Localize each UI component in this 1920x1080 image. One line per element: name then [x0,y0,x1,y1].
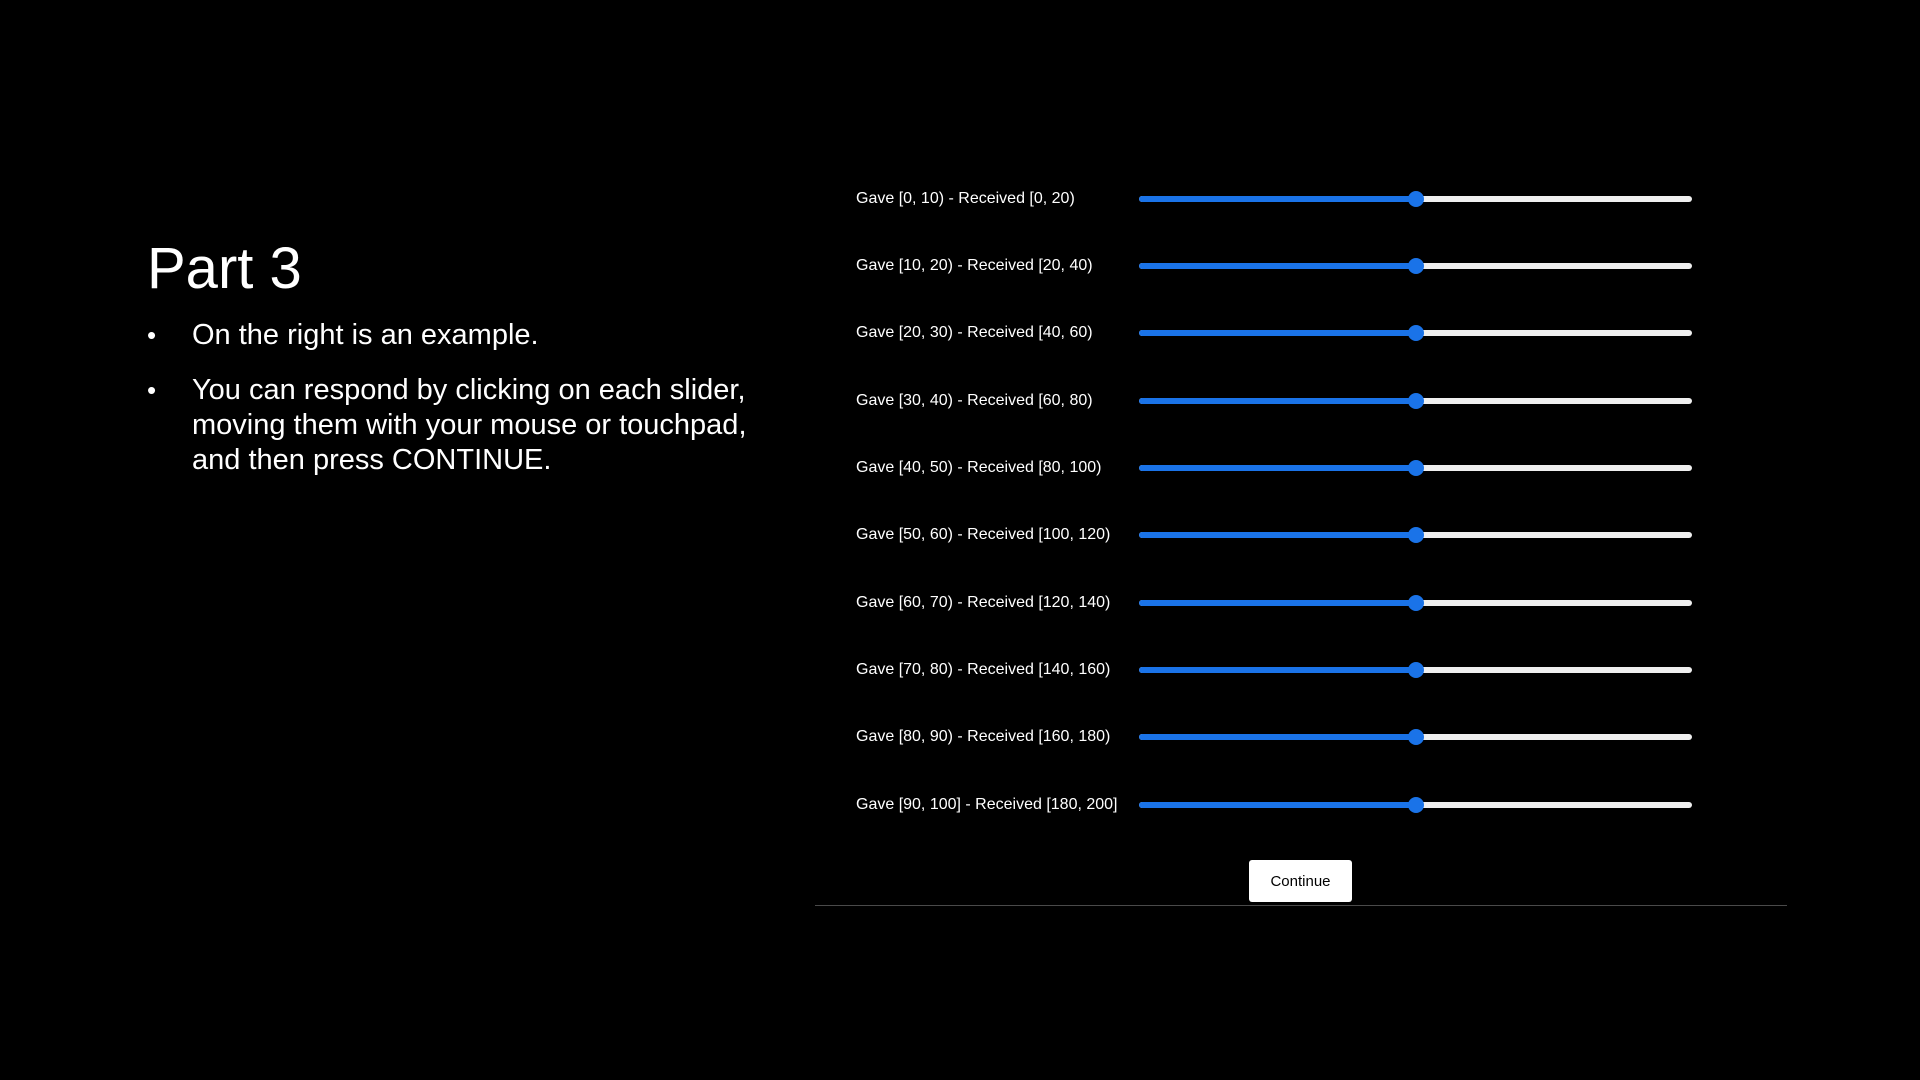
slider-thumb[interactable] [1407,258,1424,274]
slider-row: Gave [10, 20) - Received [20, 40) [856,251,1716,281]
slider-label: Gave [50, 60) - Received [100, 120) [856,526,1111,543]
slider-thumb[interactable] [1407,325,1424,341]
slider-fill [1139,398,1416,404]
slide-title: Part 3 [147,236,302,301]
slider-fill [1139,600,1416,606]
slider-track[interactable] [1139,460,1692,476]
instruction-bullet: • You can respond by clicking on each sl… [147,373,747,478]
slider-thumb[interactable] [1407,460,1424,476]
slider-label: Gave [20, 30) - Received [40, 60) [856,324,1093,341]
slider-track[interactable] [1139,191,1692,207]
slider-row: Gave [30, 40) - Received [60, 80) [856,386,1716,416]
slider-label: Gave [40, 50) - Received [80, 100) [856,459,1102,476]
slider-row: Gave [40, 50) - Received [80, 100) [856,453,1716,483]
slider-row: Gave [70, 80) - Received [140, 160) [856,655,1716,685]
slider-label: Gave [70, 80) - Received [140, 160) [856,661,1111,678]
slider-row: Gave [80, 90) - Received [160, 180) [856,722,1716,752]
slider-row: Gave [90, 100] - Received [180, 200] [856,790,1716,820]
divider [815,905,1787,906]
slider-form: Gave [0, 10) - Received [0, 20) Gave [10… [815,170,1787,906]
slider-row: Gave [0, 10) - Received [0, 20) [856,184,1716,214]
slider-thumb[interactable] [1407,191,1424,207]
instruction-bullet: • On the right is an example. [147,318,747,353]
slider-label: Gave [0, 10) - Received [0, 20) [856,190,1075,207]
slider-track[interactable] [1139,662,1692,678]
slider-fill [1139,734,1416,740]
slider-thumb[interactable] [1407,393,1424,409]
slider-label: Gave [90, 100] - Received [180, 200] [856,796,1118,813]
slider-track[interactable] [1139,325,1692,341]
instruction-text: You can respond by clicking on each slid… [192,374,747,476]
instruction-text: On the right is an example. [192,319,539,351]
bullet-icon: • [147,375,157,405]
slider-fill [1139,532,1416,538]
slider-track[interactable] [1139,527,1692,543]
slider-track[interactable] [1139,258,1692,274]
slider-thumb[interactable] [1407,662,1424,678]
slider-row: Gave [20, 30) - Received [40, 60) [856,318,1716,348]
slider-fill [1139,465,1416,471]
slider-track[interactable] [1139,729,1692,745]
bullet-icon: • [147,320,157,350]
slider-fill [1139,667,1416,673]
slider-row: Gave [50, 60) - Received [100, 120) [856,520,1716,550]
slider-fill [1139,263,1416,269]
slider-fill [1139,330,1416,336]
slider-thumb[interactable] [1407,797,1424,813]
continue-button[interactable]: Continue [1249,860,1352,902]
instructions-panel: Part 3 • On the right is an example. • Y… [147,240,747,498]
slider-track[interactable] [1139,797,1692,813]
slider-fill [1139,802,1416,808]
slider-label: Gave [10, 20) - Received [20, 40) [856,257,1093,274]
slider-row: Gave [60, 70) - Received [120, 140) [856,588,1716,618]
slider-fill [1139,196,1416,202]
slider-thumb[interactable] [1407,527,1424,543]
slider-label: Gave [30, 40) - Received [60, 80) [856,392,1093,409]
slider-label: Gave [60, 70) - Received [120, 140) [856,594,1111,611]
slider-label: Gave [80, 90) - Received [160, 180) [856,728,1111,745]
slider-thumb[interactable] [1407,595,1424,611]
slider-thumb[interactable] [1407,729,1424,745]
instruction-list: • On the right is an example. • You can … [147,318,747,478]
slider-track[interactable] [1139,393,1692,409]
slider-track[interactable] [1139,595,1692,611]
